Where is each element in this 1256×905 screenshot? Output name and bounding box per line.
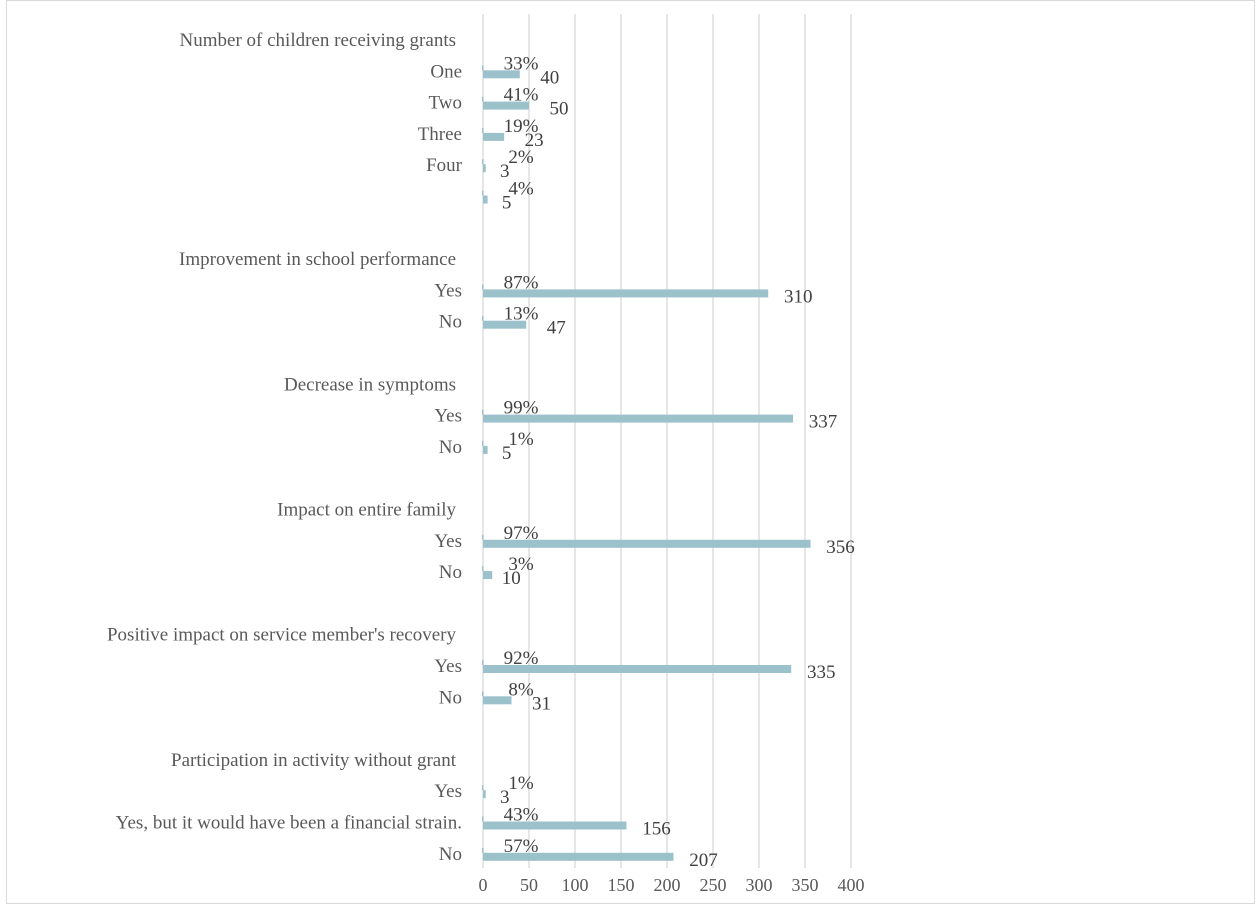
- value-label: 356: [826, 537, 855, 558]
- group-title: Positive impact on service member's reco…: [107, 625, 457, 646]
- category-label: No: [439, 312, 462, 333]
- percent-label: 57%: [504, 836, 539, 857]
- value-label: 337: [809, 412, 838, 433]
- percent-bar-stub: [482, 566, 484, 572]
- bar: [483, 852, 674, 861]
- value-label: 3: [500, 161, 510, 182]
- x-tick-label: 400: [838, 875, 865, 895]
- bar: [483, 696, 512, 705]
- category-label: No: [439, 844, 462, 865]
- category-label: Yes, but it would have been a financial …: [116, 813, 462, 834]
- percent-bar-stub: [482, 315, 484, 321]
- percent-bar-stub: [482, 96, 484, 102]
- value-label: 207: [689, 850, 718, 871]
- bar: [483, 289, 769, 298]
- percent-label: 97%: [504, 523, 539, 544]
- percent-label: 99%: [504, 398, 539, 419]
- percent-label: 3%: [508, 554, 534, 575]
- percent-bar-stub: [482, 159, 484, 165]
- category-label: No: [439, 562, 462, 583]
- x-tick-label: 200: [654, 875, 681, 895]
- percent-bar-stub: [482, 691, 484, 697]
- percent-bar-stub: [482, 660, 484, 665]
- percent-label: 1%: [508, 773, 534, 794]
- category-label: Yes: [434, 406, 462, 427]
- category-label: Three: [418, 124, 462, 145]
- category-label: Yes: [434, 280, 462, 301]
- percent-label: 41%: [504, 85, 539, 106]
- group-title: Participation in activity without grant: [171, 750, 457, 771]
- percent-label: 2%: [508, 147, 534, 168]
- bar: [483, 790, 486, 799]
- value-label: 40: [540, 67, 559, 88]
- bar: [483, 414, 794, 423]
- percent-label: 4%: [508, 179, 534, 200]
- percent-bar-stub: [482, 534, 484, 540]
- x-tick-label: 350: [792, 875, 819, 895]
- value-label: 5: [502, 193, 512, 214]
- bar: [483, 665, 792, 673]
- value-label: 310: [784, 286, 813, 307]
- x-tick-label: 300: [746, 875, 773, 895]
- category-label: No: [439, 687, 462, 708]
- category-label: Yes: [434, 781, 462, 802]
- bar: [483, 320, 527, 329]
- value-label: 156: [642, 819, 671, 840]
- percent-label: 43%: [504, 805, 539, 826]
- percent-bar-stub: [482, 847, 484, 853]
- percent-bar-stub: [482, 785, 484, 791]
- percent-label: 87%: [504, 272, 539, 293]
- group-title: Improvement in school performance: [179, 249, 456, 270]
- value-label: 3: [500, 787, 510, 808]
- group-title: Decrease in symptoms: [284, 374, 456, 395]
- x-tick-label: 150: [608, 875, 635, 895]
- x-tick-label: 0: [479, 875, 488, 895]
- x-tick-label: 50: [520, 875, 538, 895]
- percent-bar-stub: [482, 65, 484, 71]
- percent-label: 33%: [504, 53, 539, 74]
- bar: [483, 195, 488, 204]
- category-label: Yes: [434, 656, 462, 677]
- bar: [483, 101, 529, 110]
- percent-label: 19%: [504, 116, 539, 137]
- bar: [483, 164, 486, 173]
- value-label: 23: [525, 130, 544, 151]
- percent-bar-stub: [482, 409, 484, 415]
- percent-label: 8%: [508, 679, 534, 700]
- percent-bar-stub: [482, 816, 484, 822]
- percent-label: 1%: [508, 429, 534, 450]
- percent-label: 13%: [504, 304, 539, 325]
- category-label: One: [430, 61, 462, 82]
- bar: [483, 70, 520, 79]
- group-title: Number of children receiving grants: [180, 30, 456, 51]
- bar: [483, 571, 493, 580]
- category-label: Two: [428, 93, 462, 114]
- category-label: Yes: [434, 531, 462, 552]
- x-tick-label: 100: [562, 875, 589, 895]
- value-label: 5: [502, 443, 512, 464]
- percent-label: 92%: [504, 648, 539, 669]
- chart-frame: [6, 0, 1255, 904]
- category-label: Four: [426, 155, 463, 176]
- percent-bar-stub: [482, 284, 484, 290]
- category-label: No: [439, 437, 462, 458]
- value-label: 47: [547, 318, 566, 339]
- bar: [483, 132, 505, 141]
- x-tick-label: 250: [700, 875, 727, 895]
- value-label: 50: [550, 99, 569, 120]
- percent-bar-stub: [482, 190, 484, 196]
- group-title: Impact on entire family: [277, 500, 456, 521]
- percent-bar-stub: [482, 127, 484, 133]
- bar: [483, 539, 811, 548]
- percent-bar-stub: [482, 440, 484, 446]
- bar: [483, 821, 627, 830]
- bar: [483, 445, 488, 454]
- value-label: 31: [532, 693, 551, 714]
- value-label: 10: [502, 568, 521, 589]
- value-label: 335: [807, 662, 836, 683]
